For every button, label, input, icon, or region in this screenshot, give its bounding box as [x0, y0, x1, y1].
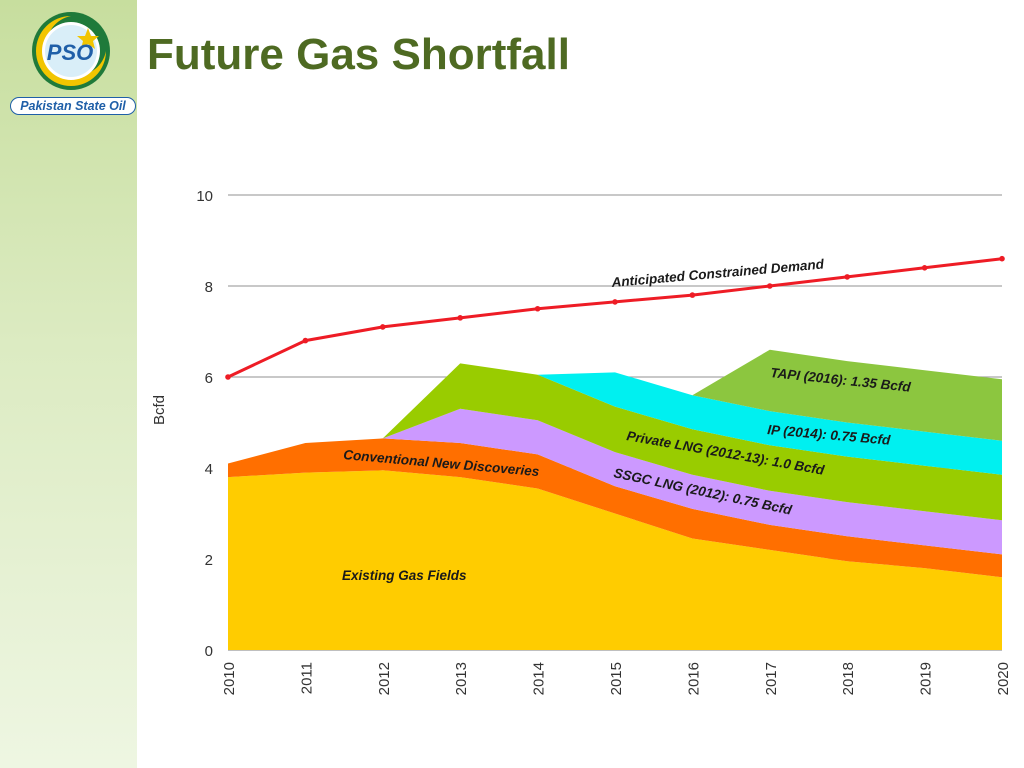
y-tick-label: 10 — [196, 188, 213, 205]
x-tick-label: 2015 — [608, 662, 625, 695]
demand-point — [844, 274, 850, 280]
gas-shortfall-chart: 0 2 4 6 8 10 2010 2011 2012 2013 2014 2015 2016 2017… — [151, 188, 1012, 695]
area-existing — [228, 470, 1002, 650]
y-tick-label: 8 — [205, 279, 213, 296]
demand-label: Anticipated Constrained Demand — [610, 256, 825, 290]
area-tapi — [692, 349, 1002, 441]
existing-label: Existing Gas Fields — [342, 568, 467, 583]
y-axis-label: Bcfd — [151, 395, 168, 425]
x-axis: 2010 2011 2012 2013 2014 2015 2016 2017 2018 2019… — [221, 662, 1012, 695]
x-tick-label: 2011 — [298, 662, 315, 694]
y-tick-label: 0 — [205, 643, 213, 660]
x-tick-label: 2018 — [840, 662, 857, 695]
y-tick-label: 6 — [205, 370, 213, 387]
pso-logo: PSO Pakistan State Oil — [4, 4, 136, 116]
y-tick-label: 4 — [205, 461, 213, 478]
y-axis: 0 2 4 6 8 10 — [196, 188, 213, 660]
area-conventional — [228, 438, 1002, 578]
x-tick-label: 2010 — [221, 662, 238, 695]
demand-series — [225, 255, 1005, 380]
x-tick-label: 2017 — [763, 662, 780, 695]
demand-point — [457, 315, 464, 321]
logo-initials: PSO — [47, 40, 93, 65]
y-tick-label: 2 — [205, 552, 213, 569]
x-tick-label: 2014 — [531, 662, 548, 695]
demand-point — [302, 337, 309, 344]
x-tick-label: 2019 — [918, 662, 935, 695]
area-ssgc — [382, 408, 1002, 555]
demand-point — [921, 265, 928, 271]
demand-point — [534, 305, 541, 312]
demand-point — [689, 292, 696, 298]
area-series — [228, 349, 1002, 650]
x-tick-label: 2020 — [995, 662, 1012, 695]
demand-point — [999, 255, 1005, 262]
demand-point — [380, 324, 386, 330]
page-title: Future Gas Shortfall — [147, 30, 570, 79]
demand-point — [225, 374, 231, 380]
area-ip — [537, 372, 1002, 475]
x-tick-label: 2012 — [376, 662, 393, 695]
demand-point — [767, 283, 773, 289]
pso-logo-mark: PSO — [32, 12, 110, 90]
x-tick-label: 2013 — [453, 662, 470, 695]
demand-point — [612, 299, 618, 305]
sidebar-background — [0, 0, 137, 768]
logo-company-name: Pakistan State Oil — [10, 97, 136, 115]
area-private — [382, 363, 1002, 521]
x-tick-label: 2016 — [685, 662, 702, 695]
